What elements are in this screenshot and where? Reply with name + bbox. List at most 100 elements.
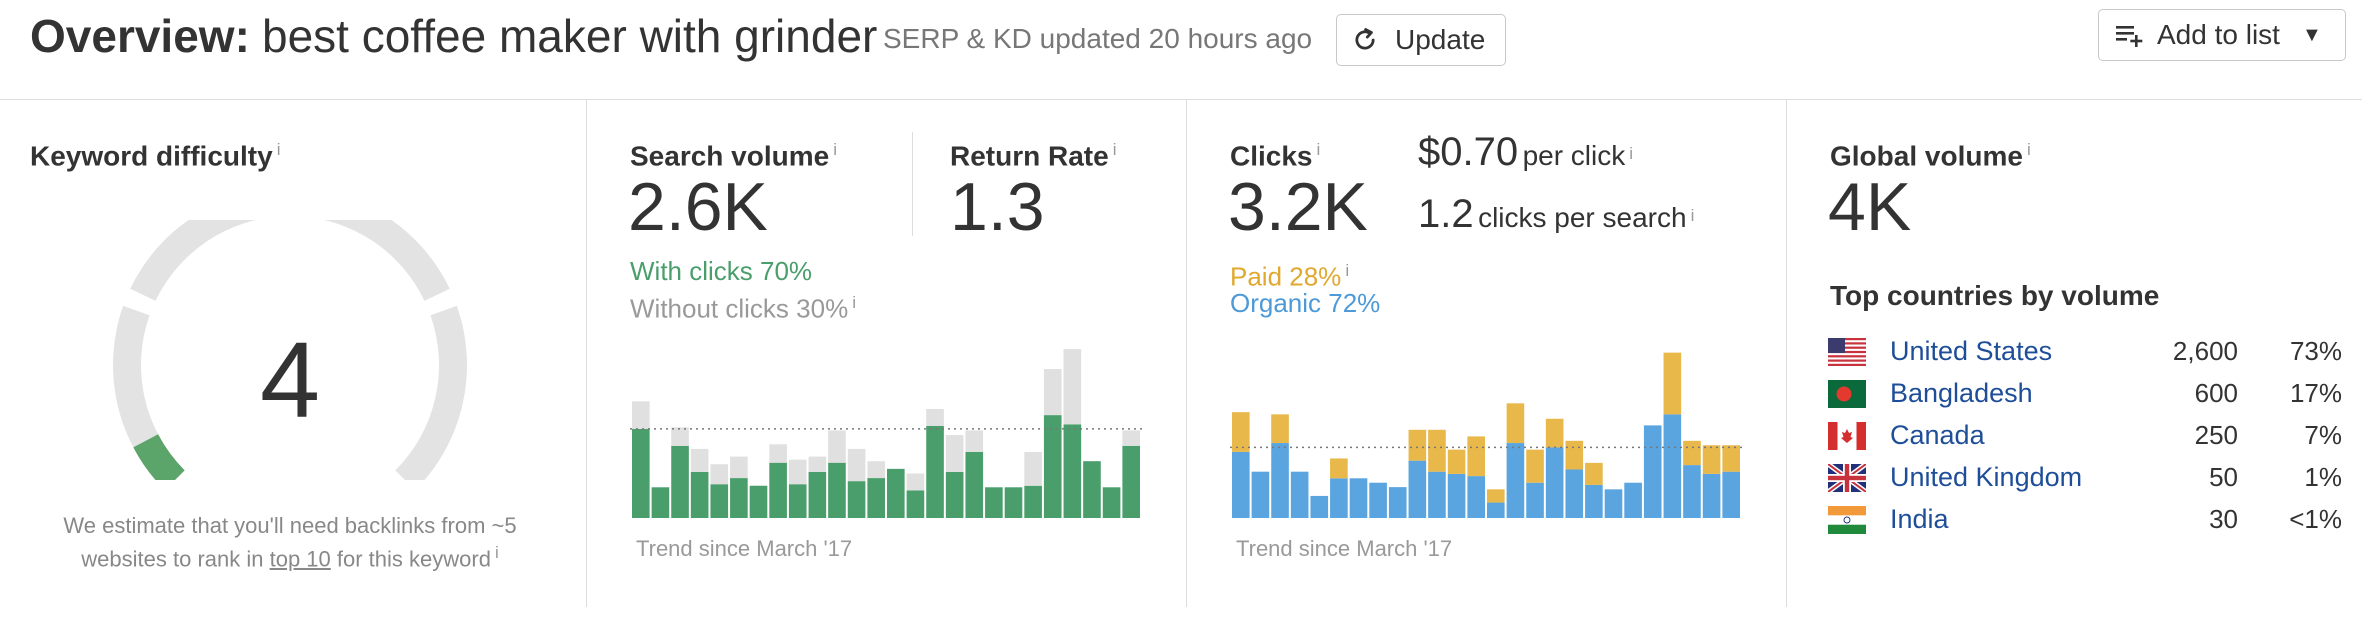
panel-divider — [1186, 100, 1187, 607]
organic-bar — [1408, 460, 1427, 518]
with-clicks-bar — [985, 487, 1003, 518]
search-volume-trend-label: Trend since March '17 — [636, 536, 853, 561]
paid-text: Paid 28% — [1230, 261, 1342, 292]
organic-bar — [1388, 487, 1407, 518]
add-to-list-button[interactable]: Add to list ▼ — [2098, 9, 2346, 61]
update-button-label: Update — [1395, 24, 1486, 55]
without-clicks-bar — [788, 459, 807, 485]
info-icon[interactable]: i — [1316, 140, 1321, 159]
caret-down-icon: ▼ — [2301, 23, 2322, 46]
without-clicks-stat: Without clicks 30% i — [630, 288, 856, 324]
country-share: 1% — [2304, 462, 2342, 492]
organic-bar — [1447, 473, 1466, 518]
paid-bar — [1506, 403, 1525, 444]
organic-bar — [1643, 425, 1662, 518]
info-icon[interactable]: i — [852, 293, 856, 312]
paid-bar — [1702, 445, 1721, 474]
country-row: United Kingdom 50 1% — [1828, 460, 2348, 502]
organic-bar — [1271, 443, 1289, 518]
with-clicks-bar — [1043, 415, 1062, 518]
gauge-segment — [323, 220, 450, 301]
with-clicks-bar — [926, 425, 944, 518]
paid-bar — [1565, 440, 1584, 470]
info-icon[interactable]: i — [1112, 140, 1117, 159]
with-clicks-bar — [887, 468, 905, 518]
country-row: Bangladesh 600 17% — [1828, 376, 2348, 418]
without-clicks-bar — [945, 435, 964, 472]
paid-bar — [1545, 418, 1564, 448]
organic-bar — [1565, 469, 1584, 518]
with-clicks-bar — [1102, 487, 1121, 518]
organic-bar — [1585, 484, 1603, 518]
us-flag-icon — [1828, 338, 1866, 366]
update-button[interactable]: Update — [1336, 14, 1506, 66]
paid-bar — [1447, 449, 1466, 474]
search-volume-trend-chart — [630, 349, 1144, 518]
organic-bar — [1428, 471, 1446, 518]
without-clicks-bar — [769, 444, 787, 463]
info-icon[interactable]: i — [1690, 205, 1695, 225]
info-icon[interactable]: i — [1345, 261, 1350, 280]
info-icon[interactable]: i — [833, 140, 837, 159]
description-text-end: for this keyword — [330, 546, 491, 572]
gauge-segment — [395, 305, 467, 480]
global-volume-value: 4K — [1828, 169, 1912, 245]
organic-bar — [1604, 489, 1623, 518]
global-volume-title: Global volume i — [1830, 134, 2031, 172]
gauge-segment — [113, 305, 185, 480]
with-clicks-stat: With clicks 70% — [630, 256, 813, 286]
with-clicks-bar — [867, 478, 885, 518]
with-clicks-bar — [632, 428, 650, 518]
info-icon[interactable]: i — [1629, 143, 1634, 163]
search-volume-title-text: Search volume — [630, 140, 830, 172]
without-clicks-bar — [1043, 369, 1062, 416]
cpc-value: $0.70 — [1418, 130, 1519, 174]
without-clicks-bar — [730, 456, 748, 479]
country-name-link[interactable]: India — [1890, 504, 1949, 534]
without-clicks-bar — [867, 461, 885, 479]
with-clicks-bar — [1063, 424, 1082, 518]
clicks-title-text: Clicks — [1230, 140, 1313, 172]
paid-bar — [1232, 412, 1250, 452]
add-to-list-label: Add to list — [2157, 19, 2280, 50]
with-clicks-bar — [1083, 461, 1101, 518]
keyword-difficulty-title-text: Keyword difficulty — [30, 140, 273, 172]
organic-bar — [1624, 482, 1642, 518]
with-clicks-bar — [651, 487, 670, 518]
organic-bar — [1702, 473, 1721, 518]
without-clicks-bar — [847, 448, 866, 482]
organic-bar — [1526, 482, 1544, 518]
organic-bar — [1251, 471, 1270, 518]
with-clicks-bar — [906, 490, 925, 518]
with-clicks-bar — [828, 462, 846, 518]
without-clicks-bar — [632, 401, 650, 429]
country-volume: 30 — [2209, 504, 2238, 534]
with-clicks-bar — [710, 484, 729, 518]
organic-bar — [1545, 447, 1564, 518]
without-clicks-bar — [690, 448, 709, 472]
without-clicks-bar — [906, 473, 925, 491]
info-icon[interactable]: i — [276, 140, 281, 159]
panel-divider — [1786, 100, 1787, 607]
info-icon[interactable]: i — [2026, 140, 2031, 159]
country-name-link[interactable]: United Kingdom — [1890, 462, 2083, 492]
country-name-link[interactable]: Canada — [1890, 420, 1985, 450]
top-10-link[interactable]: top 10 — [269, 546, 331, 572]
description-text: We estimate that you'll need backlinks f… — [63, 513, 517, 572]
country-name-link[interactable]: United States — [1890, 336, 2053, 366]
without-clicks-bar — [1122, 430, 1140, 446]
country-volume: 50 — [2209, 462, 2238, 492]
country-row: United States 2,600 73% — [1828, 334, 2348, 376]
paid-bar — [1408, 429, 1427, 461]
organic-bar — [1722, 471, 1740, 518]
without-clicks-bar — [828, 430, 846, 463]
clicks-title: Clicks i — [1230, 134, 1320, 172]
with-clicks-bar — [730, 478, 748, 518]
info-icon[interactable]: i — [494, 543, 499, 562]
country-name-link[interactable]: Bangladesh — [1890, 378, 2033, 408]
gauge-fill — [133, 434, 185, 480]
country-share: <1% — [2289, 504, 2342, 534]
paid-bar — [1526, 449, 1544, 483]
country-share: 7% — [2304, 420, 2342, 450]
paid-bar — [1487, 489, 1505, 503]
